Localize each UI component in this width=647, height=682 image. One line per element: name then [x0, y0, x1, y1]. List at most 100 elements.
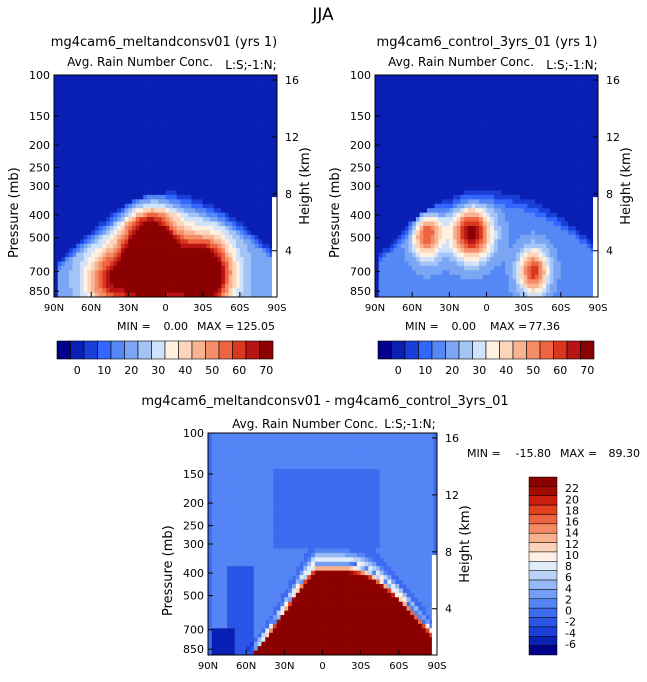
heatmap-cell [87, 221, 92, 227]
heatmap-cell [456, 114, 461, 120]
heatmap-cell [228, 208, 233, 214]
heatmap-cell [482, 110, 487, 116]
heatmap-cell [404, 203, 409, 209]
heatmap-cell [198, 97, 204, 103]
heatmap-cell [378, 79, 383, 85]
heatmap-cell [236, 265, 241, 271]
heatmap-cell [486, 217, 491, 222]
heatmap-cell [419, 146, 424, 151]
heatmap-cell [161, 208, 166, 214]
heatmap-cell [57, 225, 62, 231]
heatmap-cell [265, 177, 270, 182]
heatmap-cell [408, 288, 413, 293]
heatmap-cell [154, 181, 159, 187]
heatmap-cell [389, 110, 394, 116]
heatmap-cell [386, 181, 391, 187]
heatmap-cell [65, 75, 70, 80]
heatmap-cell [124, 239, 129, 245]
heatmap-cell [265, 274, 270, 280]
heatmap-cell [91, 279, 96, 285]
heatmap-cell [91, 270, 96, 276]
heatmap-cell [397, 114, 402, 120]
heatmap-cell [475, 243, 480, 249]
heatmap-cell [72, 114, 77, 120]
heatmap-cell [117, 230, 122, 236]
heatmap-cell [239, 217, 244, 222]
heatmap-cell [80, 274, 85, 280]
heatmap-cell [128, 79, 133, 85]
heatmap-cell [210, 261, 215, 267]
heatmap-cell [453, 75, 458, 80]
heatmap-cell [247, 146, 252, 151]
heatmap-cell [206, 75, 211, 80]
heatmap-cell [180, 288, 185, 293]
heatmap-cell [423, 101, 428, 107]
heatmap-cell [135, 194, 140, 200]
heatmap-cell [143, 230, 148, 236]
heatmap-cell [109, 288, 114, 293]
heatmap-cell [471, 119, 476, 125]
heatmap-cell [449, 97, 454, 103]
heatmap-cell [124, 190, 129, 196]
heatmap-cell [254, 181, 259, 187]
heatmap-cell [397, 106, 402, 111]
heatmap-cell [232, 88, 237, 94]
heatmap-cell [169, 288, 174, 293]
heatmap-cell [54, 292, 59, 297]
heatmap-cell [61, 75, 66, 80]
panel-1-min-value: 0.00 [164, 320, 189, 333]
heatmap-cell [467, 288, 473, 293]
heatmap-cell [408, 248, 413, 253]
heatmap-cell [386, 248, 391, 253]
heatmap-cell [61, 194, 66, 200]
heatmap-cell [191, 243, 196, 249]
heatmap-cell [262, 212, 267, 218]
heatmap-cell [91, 79, 96, 85]
heatmap-cell [464, 203, 469, 209]
heatmap-cell [202, 208, 207, 214]
heatmap-cell [217, 106, 222, 111]
heatmap-cell [382, 243, 387, 249]
heatmap-cell [254, 168, 259, 174]
heatmap-cell [198, 114, 204, 120]
heatmap-cell [512, 261, 517, 267]
heatmap-cell [382, 274, 387, 280]
heatmap-cell [427, 106, 432, 111]
heatmap-cell [254, 123, 259, 129]
heatmap-cell [210, 83, 215, 89]
heatmap-cell [80, 172, 85, 178]
heatmap-cell [80, 199, 85, 205]
heatmap-cell [423, 114, 428, 120]
heatmap-cell [68, 172, 73, 178]
heatmap-cell [453, 119, 458, 125]
heatmap-cell [76, 203, 81, 209]
heatmap-cell [239, 177, 244, 182]
heatmap-cell [128, 154, 133, 160]
heatmap-cell [378, 261, 383, 267]
heatmap-cell [389, 128, 394, 134]
heatmap-cell [493, 274, 499, 280]
heatmap-cell [382, 101, 387, 107]
heatmap-cell [471, 168, 476, 174]
heatmap-cell [72, 230, 77, 236]
heatmap-cell [94, 261, 99, 267]
heatmap-cell [434, 203, 439, 209]
heatmap-cell [146, 83, 152, 89]
heatmap-cell [254, 212, 259, 218]
heatmap-cell [382, 177, 387, 182]
heatmap-cell [169, 257, 174, 262]
heatmap-cell [404, 274, 409, 280]
heatmap-cell [213, 101, 218, 107]
heatmap-cell [202, 279, 207, 285]
heatmap-cell [475, 292, 480, 297]
heatmap-cell [98, 194, 103, 200]
heatmap-cell [445, 230, 450, 236]
heatmap-cell [497, 279, 502, 285]
heatmap-cell [54, 75, 59, 80]
heatmap-cell [434, 221, 439, 227]
heatmap-cell [471, 279, 476, 285]
heatmap-cell [508, 230, 513, 236]
heatmap-cell [434, 106, 439, 111]
heatmap-cell [76, 128, 81, 134]
heatmap-cell [236, 292, 241, 297]
